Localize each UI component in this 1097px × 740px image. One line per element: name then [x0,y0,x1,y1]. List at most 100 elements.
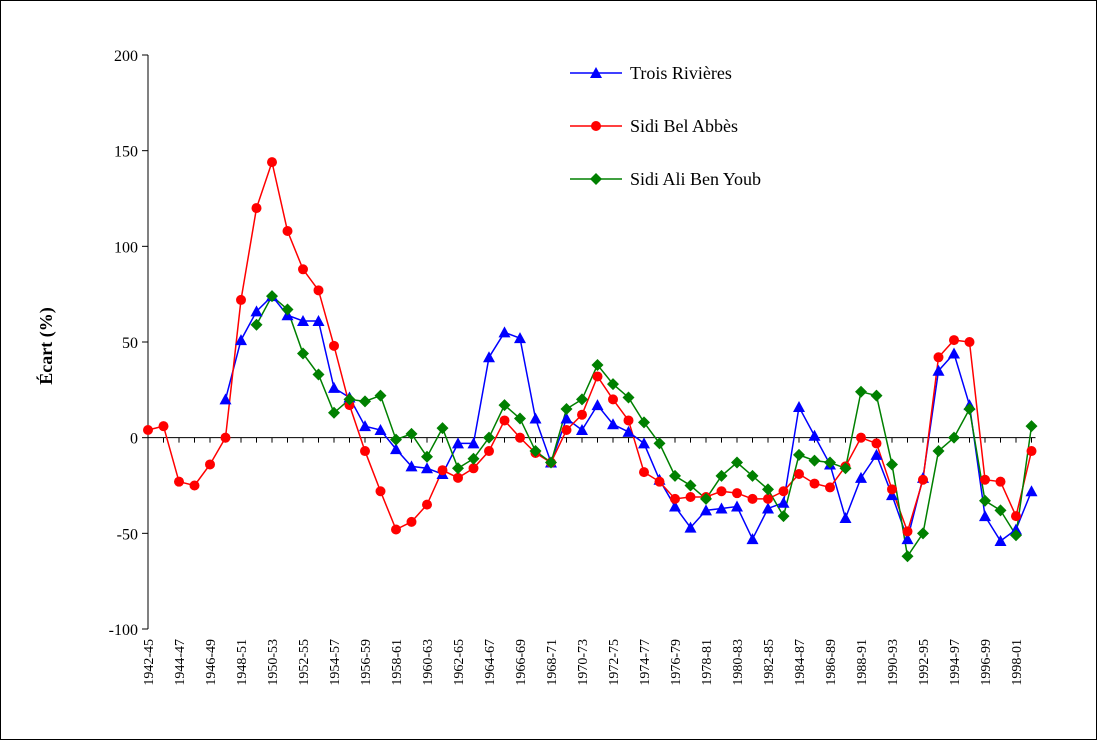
data-point [143,425,153,436]
data-point [421,462,433,474]
data-point [374,389,387,402]
data-point [607,418,619,430]
data-point [901,533,914,545]
data-point [886,458,898,471]
data-point [576,393,588,406]
data-point [623,415,634,426]
data-point [374,424,387,436]
data-point [715,502,728,514]
data-point [483,431,495,444]
data-point [514,412,526,425]
x-tick-label: 1962-65 [452,639,467,686]
data-point [824,456,836,469]
x-tick-label: 1950-53 [266,639,281,686]
data-point [174,476,184,487]
data-point [794,469,804,480]
data-point [669,500,681,512]
data-point [391,524,401,535]
data-point [514,332,526,344]
x-tick-label: 1970-73 [576,639,591,686]
data-point [870,448,883,460]
data-point [1010,523,1022,535]
data-point [684,479,697,492]
data-point [498,326,511,338]
data-point [979,510,991,522]
y-tick-label: 100 [114,239,138,256]
data-point [762,502,774,514]
data-point [577,409,587,420]
data-point [359,420,371,432]
legend-marker [590,173,602,185]
data-point [436,422,449,435]
data-point [901,550,914,563]
x-tick-label: 1958-61 [390,639,405,686]
x-tick-label: 1976-79 [669,639,684,686]
data-point [312,314,325,326]
data-point [670,493,680,504]
legend-label: Sidi Bel Abbès [630,116,738,136]
data-point [281,303,294,316]
y-axis-label: Écart (%) [35,307,57,384]
data-point [980,474,990,485]
data-point [964,337,975,347]
x-tick-label: 1946-49 [204,639,219,686]
series-line [147,159,1033,534]
data-point [561,425,572,436]
data-point [298,264,308,275]
data-point [995,476,1006,487]
x-tick-label: 1944-47 [173,639,188,686]
data-point [297,347,309,360]
data-point [329,340,339,351]
data-point [715,469,728,482]
x-tick-label: 1960-63 [421,639,436,686]
data-point [979,494,991,507]
data-point [902,526,913,537]
y-tick-label: 150 [114,144,138,161]
data-point [498,399,511,412]
data-point [932,445,945,458]
data-point [405,460,418,472]
data-point [685,491,696,502]
data-point [529,412,542,424]
data-point [266,290,278,303]
x-tick-label: 1964-67 [483,639,498,686]
data-point [235,334,247,346]
data-point [591,358,604,371]
data-point [669,469,681,482]
data-point [483,351,495,363]
data-point [731,500,743,512]
x-tick-label: 1982-85 [762,639,777,686]
data-point [343,393,356,406]
data-point [887,484,897,495]
x-tick-label: 1990-93 [886,639,901,686]
data-point [700,504,712,516]
data-point [1026,446,1037,457]
data-point [948,347,960,359]
data-point [622,391,635,404]
data-point [250,318,263,331]
x-tick-label: 1968-71 [545,639,560,686]
data-point [250,305,263,317]
data-point [1025,485,1038,497]
data-point [484,446,494,457]
data-point [592,371,603,382]
data-point [452,462,464,475]
x-tick-label: 1966-69 [514,639,529,686]
data-point [732,488,742,499]
data-point [545,456,557,469]
data-point [251,203,262,214]
data-point [607,378,619,391]
data-point [963,402,976,415]
data-point [1025,420,1038,433]
data-point [158,421,169,432]
legend-marker [591,121,601,131]
data-point [793,448,805,461]
x-tick-label: 1948-51 [235,639,250,686]
data-point [405,427,418,440]
data-point [576,424,588,436]
data-point [870,389,883,402]
legend-marker [590,67,602,78]
